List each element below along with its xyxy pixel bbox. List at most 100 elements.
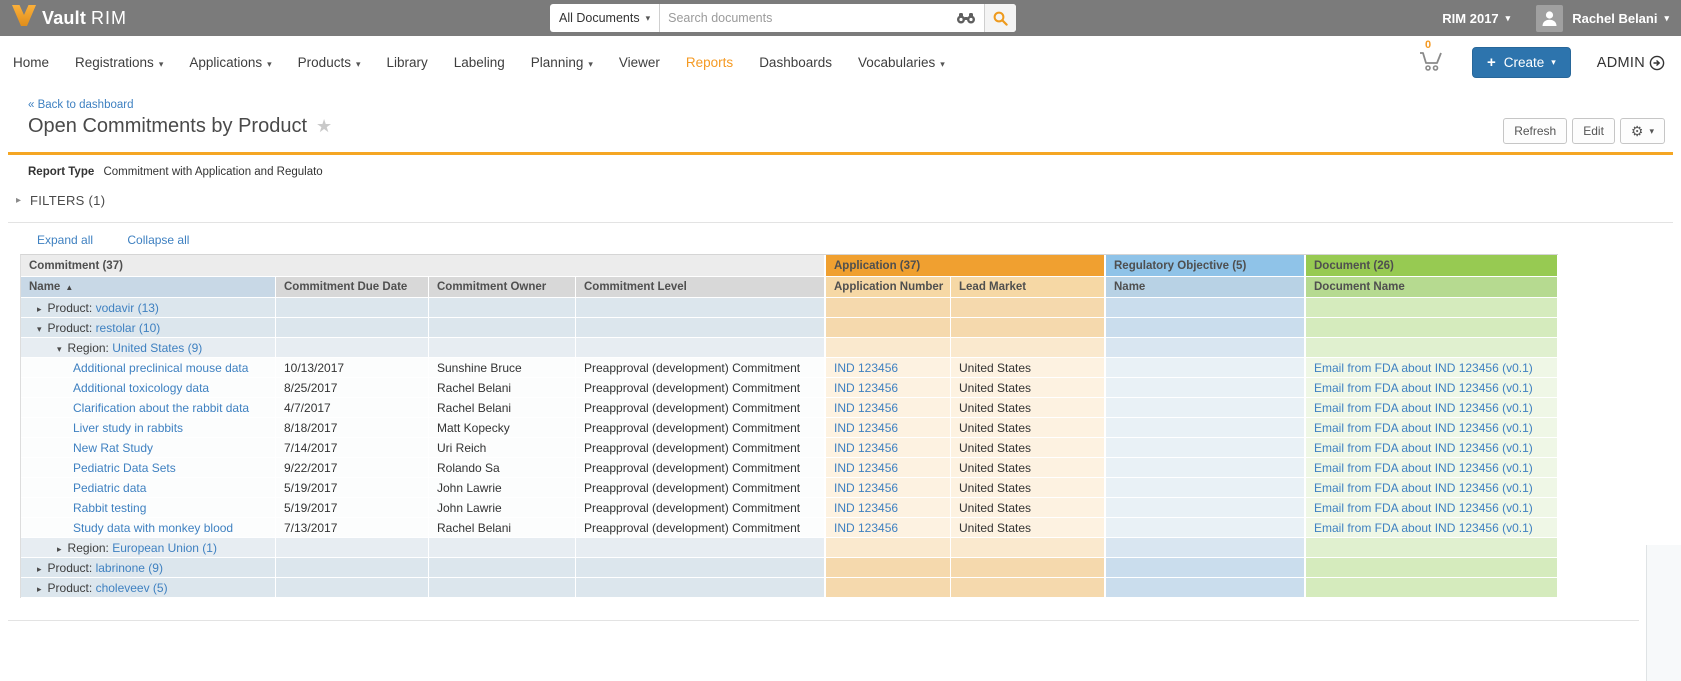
vault-logo[interactable]: Vault RIM (12, 0, 127, 36)
create-button[interactable]: + Create ▾ (1472, 47, 1571, 78)
refresh-button[interactable]: Refresh (1503, 118, 1567, 144)
commitment-name-link[interactable]: Rabbit testing (73, 501, 146, 515)
nav-item-labeling[interactable]: Labeling (454, 55, 505, 70)
column-header-application-number[interactable]: Application Number (826, 277, 951, 298)
application-number-link[interactable]: IND 123456 (834, 421, 898, 435)
search-button[interactable] (984, 4, 1016, 32)
application-number-cell: IND 123456 (826, 418, 951, 438)
application-number-link[interactable]: IND 123456 (834, 381, 898, 395)
nav-item-viewer[interactable]: Viewer (619, 55, 660, 70)
commitment-name-link[interactable]: Liver study in rabbits (73, 421, 183, 435)
commitment-name-link[interactable]: Additional toxicology data (73, 381, 209, 395)
region-link[interactable]: United States (9) (112, 341, 202, 355)
report-type-value: Commitment with Application and Regulato (103, 166, 322, 178)
document-name-link[interactable]: Email from FDA about IND 123456 (v0.1) (1314, 361, 1533, 375)
column-header-name[interactable]: Name▲ (21, 277, 276, 298)
scrollbar-track[interactable] (1646, 545, 1681, 681)
empty-cell (276, 538, 429, 558)
vault-v-icon (12, 5, 42, 32)
nav-items: Home Registrations▾ Applications▾ Products▾… (13, 36, 971, 89)
search-input[interactable] (660, 4, 948, 32)
commitment-name-link[interactable]: New Rat Study (73, 441, 153, 455)
document-name-link[interactable]: Email from FDA about IND 123456 (v0.1) (1314, 501, 1533, 515)
application-number-link[interactable]: IND 123456 (834, 481, 898, 495)
region-name-cell: ▾ Region: United States (9) (21, 338, 276, 358)
column-header-commitment-level[interactable]: Commitment Level (576, 277, 826, 298)
nav-item-home[interactable]: Home (13, 55, 49, 70)
expand-all-link[interactable]: Expand all (37, 233, 93, 247)
document-name-link[interactable]: Email from FDA about IND 123456 (v0.1) (1314, 401, 1533, 415)
expand-caret-icon[interactable]: ▸ (37, 564, 42, 574)
owner-cell: Matt Kopecky (429, 418, 576, 438)
application-number-link[interactable]: IND 123456 (834, 501, 898, 515)
expand-caret-icon[interactable]: ▸ (57, 544, 62, 554)
commitment-name-link[interactable]: Pediatric Data Sets (73, 461, 176, 475)
group-prefix: Region: (68, 341, 113, 355)
favorite-star-icon[interactable]: ★ (316, 116, 332, 137)
ro-name-cell (1106, 498, 1306, 518)
avatar[interactable] (1536, 5, 1563, 32)
column-header-document-name[interactable]: Document Name (1306, 277, 1558, 298)
document-name-link[interactable]: Email from FDA about IND 123456 (v0.1) (1314, 481, 1533, 495)
actions-menu-button[interactable]: ⚙ ▾ (1620, 118, 1665, 144)
binoculars-icon[interactable] (948, 4, 984, 32)
back-to-dashboard-link[interactable]: « Back to dashboard (28, 99, 134, 111)
commitment-name-link[interactable]: Clarification about the rabbit data (73, 401, 249, 415)
column-header-ro-name[interactable]: Name (1106, 277, 1306, 298)
owner-cell: Rachel Belani (429, 518, 576, 538)
nav-item-products[interactable]: Products▾ (298, 55, 361, 70)
admin-link[interactable]: ADMIN (1597, 55, 1665, 71)
nav-item-vocabularies[interactable]: Vocabularies▾ (858, 55, 945, 70)
column-header-lead-market[interactable]: Lead Market (951, 277, 1106, 298)
lead-market-cell: United States (951, 378, 1106, 398)
nav-item-applications[interactable]: Applications▾ (189, 55, 271, 70)
document-name-link[interactable]: Email from FDA about IND 123456 (v0.1) (1314, 521, 1533, 535)
nav-item-dashboards[interactable]: Dashboards (759, 55, 832, 70)
document-name-link[interactable]: Email from FDA about IND 123456 (v0.1) (1314, 461, 1533, 475)
group-header-doc: Document (26) (1306, 255, 1558, 277)
nav-item-library[interactable]: Library (386, 55, 427, 70)
document-name-link[interactable]: Email from FDA about IND 123456 (v0.1) (1314, 381, 1533, 395)
document-name-cell: Email from FDA about IND 123456 (v0.1) (1306, 478, 1558, 498)
cart-button[interactable]: 0 (1418, 48, 1444, 77)
product-link[interactable]: vodavir (13) (96, 301, 159, 315)
owner-cell: John Lawrie (429, 478, 576, 498)
nav-item-registrations[interactable]: Registrations▾ (75, 55, 163, 70)
brand-vault: Vault (42, 8, 86, 29)
commitment-name-link[interactable]: Pediatric data (73, 481, 146, 495)
empty-cell (1306, 338, 1558, 358)
lead-market-cell: United States (951, 518, 1106, 538)
owner-cell: Rachel Belani (429, 398, 576, 418)
region-link[interactable]: European Union (1) (112, 541, 217, 555)
edit-button[interactable]: Edit (1572, 118, 1615, 144)
product-link[interactable]: labrinone (9) (96, 561, 163, 575)
user-menu[interactable]: Rachel Belani ▾ (1572, 11, 1669, 26)
nav-item-planning[interactable]: Planning▾ (531, 55, 593, 70)
commitment-name-link[interactable]: Additional preclinical mouse data (73, 361, 248, 375)
search-scope-dropdown[interactable]: All Documents ▾ (550, 4, 660, 32)
vault-selector[interactable]: RIM 2017 ▾ (1442, 11, 1510, 26)
expand-caret-icon[interactable]: ▾ (37, 324, 42, 334)
ro-name-cell (1106, 438, 1306, 458)
application-number-link[interactable]: IND 123456 (834, 461, 898, 475)
column-header-commitment-owner[interactable]: Commitment Owner (429, 277, 576, 298)
product-link[interactable]: restolar (10) (96, 321, 161, 335)
due-date-cell: 7/14/2017 (276, 438, 429, 458)
expand-caret-icon[interactable]: ▾ (57, 344, 62, 354)
commitment-name-link[interactable]: Study data with monkey blood (73, 521, 233, 535)
product-link[interactable]: choleveev (5) (96, 581, 168, 595)
application-number-link[interactable]: IND 123456 (834, 361, 898, 375)
column-header-commitment-due-date[interactable]: Commitment Due Date (276, 277, 429, 298)
application-number-link[interactable]: IND 123456 (834, 401, 898, 415)
document-name-link[interactable]: Email from FDA about IND 123456 (v0.1) (1314, 441, 1533, 455)
document-name-link[interactable]: Email from FDA about IND 123456 (v0.1) (1314, 421, 1533, 435)
expand-caret-icon[interactable]: ▸ (37, 584, 42, 594)
application-number-link[interactable]: IND 123456 (834, 441, 898, 455)
nav-item-reports[interactable]: Reports (686, 55, 733, 70)
expand-caret-icon[interactable]: ▸ (37, 304, 42, 314)
filters-toggle[interactable]: ▸ FILTERS (1) (16, 193, 105, 208)
application-number-link[interactable]: IND 123456 (834, 521, 898, 535)
collapse-all-link[interactable]: Collapse all (127, 233, 189, 247)
due-date-cell: 7/13/2017 (276, 518, 429, 538)
admin-label: ADMIN (1597, 55, 1645, 71)
